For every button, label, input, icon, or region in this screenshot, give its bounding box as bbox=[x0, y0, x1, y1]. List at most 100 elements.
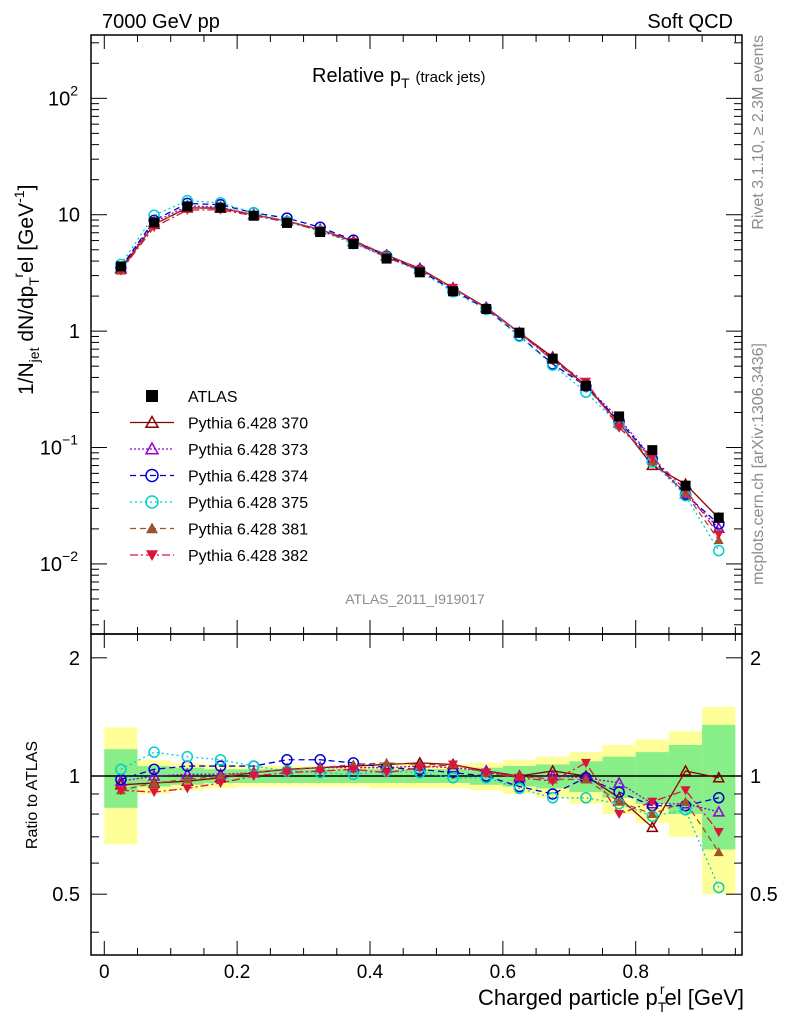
y-axis-label-ratio: Ratio to ATLAS bbox=[24, 741, 41, 849]
mcplots-label: mcplots.cern.ch [arXiv:1306.3436] bbox=[750, 343, 767, 585]
atlas-data-point bbox=[149, 217, 160, 228]
legend-entry-p374: Pythia 6.428 374 bbox=[130, 469, 308, 486]
x-axis-label: Charged particle pTrel [GeV] bbox=[478, 981, 744, 1015]
ratio-point-p375 bbox=[214, 754, 227, 766]
ratio-point-p382 bbox=[115, 786, 126, 796]
legend-marker bbox=[146, 550, 158, 561]
ratio-point-p381 bbox=[680, 796, 691, 806]
y-tick-label-right: 2 bbox=[750, 648, 761, 670]
ratio-point-p382 bbox=[580, 758, 591, 768]
ratio-point-p373 bbox=[712, 805, 726, 817]
series-line-p382 bbox=[120, 209, 720, 535]
legend-marker bbox=[146, 522, 158, 534]
y-tick-label: 102 bbox=[48, 82, 78, 110]
ratio-point-p382 bbox=[414, 763, 425, 773]
ratio-point-p374 bbox=[148, 763, 160, 776]
ratio-point-p382 bbox=[281, 768, 292, 778]
energy-label: 7000 GeV pp bbox=[102, 11, 220, 33]
ratio-point-p382 bbox=[514, 773, 525, 783]
plot-title: Relative pT (track jets) bbox=[312, 65, 486, 91]
y-tick-label-right: 0.5 bbox=[750, 884, 778, 906]
ratio-point-p382 bbox=[481, 768, 492, 778]
atlas-data-point bbox=[248, 210, 259, 221]
x-tick-label: 0 bbox=[99, 962, 110, 983]
x-tick-label: 0.6 bbox=[490, 962, 516, 983]
y-tick-label: 1 bbox=[69, 321, 80, 343]
ratio-point-p382 bbox=[315, 766, 326, 776]
ratio-point-p375 bbox=[447, 771, 459, 784]
legend-label: Pythia 6.428 370 bbox=[188, 416, 308, 433]
ratio-point-p381 bbox=[149, 777, 160, 787]
atlas-data-point bbox=[414, 267, 425, 278]
y-tick-label: 10−2 bbox=[40, 548, 78, 576]
y-tick-label: 10 bbox=[58, 205, 80, 227]
ratio-point-p382 bbox=[182, 784, 193, 794]
ratio-point-p381 bbox=[614, 796, 625, 806]
legend: ATLAS Pythia 6.428 370 Pythia 6.428 373 Pyt… bbox=[130, 389, 308, 565]
series-point-p382 bbox=[647, 453, 658, 463]
y-axis-label-top: 1/Njet dN/dpTrel [GeV-1] bbox=[10, 185, 42, 395]
x-tick-label: 0.8 bbox=[623, 962, 649, 983]
ratio-panel: 0 0.2 0.4 0.6 0.8 0.5 0.5 1 1 2 2 bbox=[52, 633, 778, 983]
ratio-point-p382 bbox=[348, 765, 359, 775]
atlas-data-point bbox=[348, 239, 359, 250]
ratio-point-p375 bbox=[181, 750, 194, 763]
atlas-data-point bbox=[547, 353, 558, 364]
legend-entry-p381: Pythia 6.428 381 bbox=[130, 522, 308, 539]
series-point-p375 bbox=[713, 544, 725, 557]
y-tick-label: 0.5 bbox=[52, 884, 80, 906]
atlas-data-point bbox=[614, 411, 625, 422]
ratio-point-p370 bbox=[646, 820, 659, 833]
series-point-p382 bbox=[614, 423, 625, 433]
legend-label: Pythia 6.428 382 bbox=[188, 548, 308, 565]
analysis-id: ATLAS_2011_I919017 bbox=[345, 591, 485, 607]
y-tick-label: 10−1 bbox=[40, 432, 78, 460]
atlas-data-point bbox=[448, 286, 459, 297]
atlas-data-point bbox=[647, 445, 658, 456]
legend-marker bbox=[145, 495, 159, 509]
ratio-point-p381 bbox=[215, 771, 226, 781]
atlas-data-point bbox=[381, 253, 392, 264]
top-panel: 102 10 1 10−1 10−2 Relative pT (track jets) A… bbox=[40, 34, 743, 635]
legend-label: Pythia 6.428 374 bbox=[188, 469, 308, 486]
legend-marker bbox=[145, 468, 159, 483]
ratio-point-p381 bbox=[647, 809, 658, 819]
ratio-point-p375 bbox=[148, 746, 160, 758]
ratio-point-p381 bbox=[580, 774, 591, 784]
legend-label: Pythia 6.428 381 bbox=[188, 522, 308, 539]
atlas-data-point bbox=[580, 380, 591, 391]
legend-marker bbox=[144, 441, 160, 455]
atlas-data-point bbox=[281, 217, 292, 228]
category-label: Soft QCD bbox=[647, 11, 733, 33]
ratio-point-p382 bbox=[381, 768, 392, 778]
atlas-data-point bbox=[481, 303, 492, 314]
ratio-point-p370 bbox=[712, 771, 726, 783]
ratio-point-p382 bbox=[713, 828, 724, 838]
x-tick-label: 0.2 bbox=[224, 962, 250, 983]
legend-marker bbox=[144, 414, 160, 429]
ratio-point-p375 bbox=[115, 763, 127, 776]
series-point-p381 bbox=[713, 535, 724, 545]
ratio-point-p375 bbox=[546, 792, 559, 804]
legend-entry-p370: Pythia 6.428 370 bbox=[130, 414, 308, 433]
ratio-point-p370 bbox=[679, 764, 692, 776]
uncertainty-band-green bbox=[635, 752, 669, 804]
y-tick-label-right: 1 bbox=[750, 766, 761, 788]
ratio-frame bbox=[90, 633, 743, 956]
ratio-point-p382 bbox=[149, 788, 160, 798]
ratio-point-p375 bbox=[580, 792, 592, 804]
y-tick-label: 1 bbox=[69, 766, 80, 788]
ratio-point-p382 bbox=[547, 777, 558, 787]
ratio-point-p375 bbox=[513, 782, 526, 795]
legend-label: ATLAS bbox=[188, 389, 238, 406]
ratio-point-p374 bbox=[713, 792, 725, 804]
y-tick-label: 2 bbox=[69, 648, 80, 670]
ratio-point-p382 bbox=[248, 772, 259, 782]
atlas-data-point bbox=[182, 201, 193, 212]
atlas-data-point bbox=[680, 480, 691, 491]
legend-label: Pythia 6.428 375 bbox=[188, 495, 308, 512]
atlas-data-point bbox=[315, 227, 326, 238]
ratio-point-p374 bbox=[546, 788, 559, 800]
rivet-label: Rivet 3.1.10, ≥ 2.3M events bbox=[750, 35, 767, 230]
